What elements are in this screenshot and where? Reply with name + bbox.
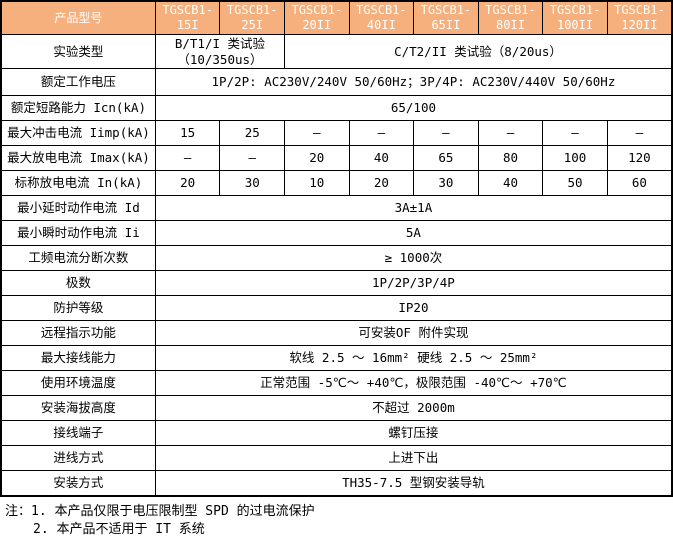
row-value: B/T1/I 类试验（10/350us）	[154, 33, 286, 70]
row-value: –	[477, 120, 544, 147]
table-row: 实验类型 B/T1/I 类试验（10/350us） C/T2/II 类试验（8/…	[0, 33, 673, 70]
row-value: 30	[413, 170, 479, 197]
row-value: 软线 2.5 ～ 16mm² 硬线 2.5 ～ 25mm²	[154, 345, 673, 372]
model-header: TGSCB1-15I	[154, 0, 221, 35]
row-value: 15	[154, 120, 221, 147]
row-label: 工频电流分断次数	[0, 245, 156, 272]
row-value: 不超过 2000m	[154, 395, 673, 422]
row-label: 最大接线能力	[0, 345, 156, 372]
row-value: 100	[542, 145, 608, 172]
table-header-row: 产品型号 TGSCB1-15I TGSCB1-25I TGSCB1-20II T…	[0, 0, 673, 35]
table-row: 额定短路能力 Icn(kA) 65/100	[0, 95, 673, 122]
row-label: 标称放电电流 In(kA)	[0, 170, 156, 197]
row-value: –	[606, 120, 673, 147]
model-header: TGSCB1-100II	[542, 0, 608, 35]
row-label: 额定短路能力 Icn(kA)	[0, 95, 156, 122]
table-row: 标称放电电流 In(kA) 20 30 10 20 30 40 50 60	[0, 170, 673, 197]
table-row: 额定工作电压 1P/2P: AC230V/240V 50/60Hz；3P/4P:…	[0, 68, 673, 97]
row-label: 远程指示功能	[0, 320, 156, 347]
row-value: 1P/2P: AC230V/240V 50/60Hz；3P/4P: AC230V…	[154, 68, 673, 97]
row-value: 螺钉压接	[154, 420, 673, 447]
table-row: 安装海拔高度 不超过 2000m	[0, 395, 673, 422]
row-value: 10	[284, 170, 350, 197]
row-value: 30	[219, 170, 285, 197]
row-value: 120	[606, 145, 673, 172]
table-row: 进线方式 上进下出	[0, 445, 673, 472]
row-label: 防护等级	[0, 295, 156, 322]
row-value: 可安装OF 附件实现	[154, 320, 673, 347]
table-row: 极数 1P/2P/3P/4P	[0, 270, 673, 297]
model-header: TGSCB1-80II	[477, 0, 544, 35]
row-value: 50	[542, 170, 608, 197]
row-label: 额定工作电压	[0, 68, 156, 97]
row-value: 40	[477, 170, 544, 197]
row-label: 实验类型	[0, 33, 156, 70]
row-value: 80	[477, 145, 544, 172]
table-row: 最小延时动作电流 Id 3A±1A	[0, 195, 673, 222]
model-header: TGSCB1-40II	[348, 0, 415, 35]
row-value: C/T2/II 类试验（8/20us）	[284, 33, 673, 70]
row-value: 正常范围 -5℃～ +40℃，极限范围 -40℃～ +70℃	[154, 370, 673, 397]
model-header: TGSCB1-20II	[284, 0, 350, 35]
table-row: 工频电流分断次数 ≥ 1000次	[0, 245, 673, 272]
row-value: 20	[154, 170, 221, 197]
table-row: 最大接线能力 软线 2.5 ～ 16mm² 硬线 2.5 ～ 25mm²	[0, 345, 673, 372]
row-label: 最小延时动作电流 Id	[0, 195, 156, 222]
note-line: 2. 本产品不适用于 IT 系统	[33, 521, 205, 537]
row-label: 最大放电电流 Imax(kA)	[0, 145, 156, 172]
note-line: 注：1. 本产品仅限于电压限制型 SPD 的过电流保护	[5, 503, 315, 519]
model-header: TGSCB1-120II	[606, 0, 673, 35]
row-value: 20	[348, 170, 415, 197]
row-value: 60	[606, 170, 673, 197]
row-label: 最小瞬时动作电流 Ii	[0, 220, 156, 247]
row-label: 进线方式	[0, 445, 156, 472]
row-label: 使用环境温度	[0, 370, 156, 397]
footnotes: 注：1. 本产品仅限于电压限制型 SPD 的过电流保护 2. 本产品不适用于 I…	[0, 497, 673, 539]
row-value: –	[219, 145, 285, 172]
table-row: 最大放电电流 Imax(kA) – – 20 40 65 80 100 120	[0, 145, 673, 172]
table-row: 最大冲击电流 Iimp(kA) 15 25 – – – – – –	[0, 120, 673, 147]
row-value: –	[348, 120, 415, 147]
row-value: 65	[413, 145, 479, 172]
row-label: 接线端子	[0, 420, 156, 447]
row-value: 20	[284, 145, 350, 172]
row-value: –	[154, 145, 221, 172]
row-value: 40	[348, 145, 415, 172]
row-label: 极数	[0, 270, 156, 297]
table-row: 接线端子 螺钉压接	[0, 420, 673, 447]
table-row: 最小瞬时动作电流 Ii 5A	[0, 220, 673, 247]
table-row: 使用环境温度 正常范围 -5℃～ +40℃，极限范围 -40℃～ +70℃	[0, 370, 673, 397]
model-header: TGSCB1-65II	[413, 0, 479, 35]
table-row: 防护等级 IP20	[0, 295, 673, 322]
row-value: TH35-7.5 型钢安装导轨	[154, 470, 673, 497]
model-header: TGSCB1-25I	[219, 0, 285, 35]
row-value: 5A	[154, 220, 673, 247]
row-value: –	[284, 120, 350, 147]
row-value: 3A±1A	[154, 195, 673, 222]
row-label: 安装海拔高度	[0, 395, 156, 422]
row-label: 最大冲击电流 Iimp(kA)	[0, 120, 156, 147]
row-value: 25	[219, 120, 285, 147]
row-value: IP20	[154, 295, 673, 322]
row-value: 上进下出	[154, 445, 673, 472]
row-value: ≥ 1000次	[154, 245, 673, 272]
table-row: 远程指示功能 可安装OF 附件实现	[0, 320, 673, 347]
corner-header: 产品型号	[0, 0, 156, 35]
row-value: –	[542, 120, 608, 147]
row-value: 1P/2P/3P/4P	[154, 270, 673, 297]
row-value: 65/100	[154, 95, 673, 122]
row-value: –	[413, 120, 479, 147]
row-label: 安装方式	[0, 470, 156, 497]
spec-table: 产品型号 TGSCB1-15I TGSCB1-25I TGSCB1-20II T…	[0, 0, 673, 497]
table-row: 安装方式 TH35-7.5 型钢安装导轨	[0, 470, 673, 497]
